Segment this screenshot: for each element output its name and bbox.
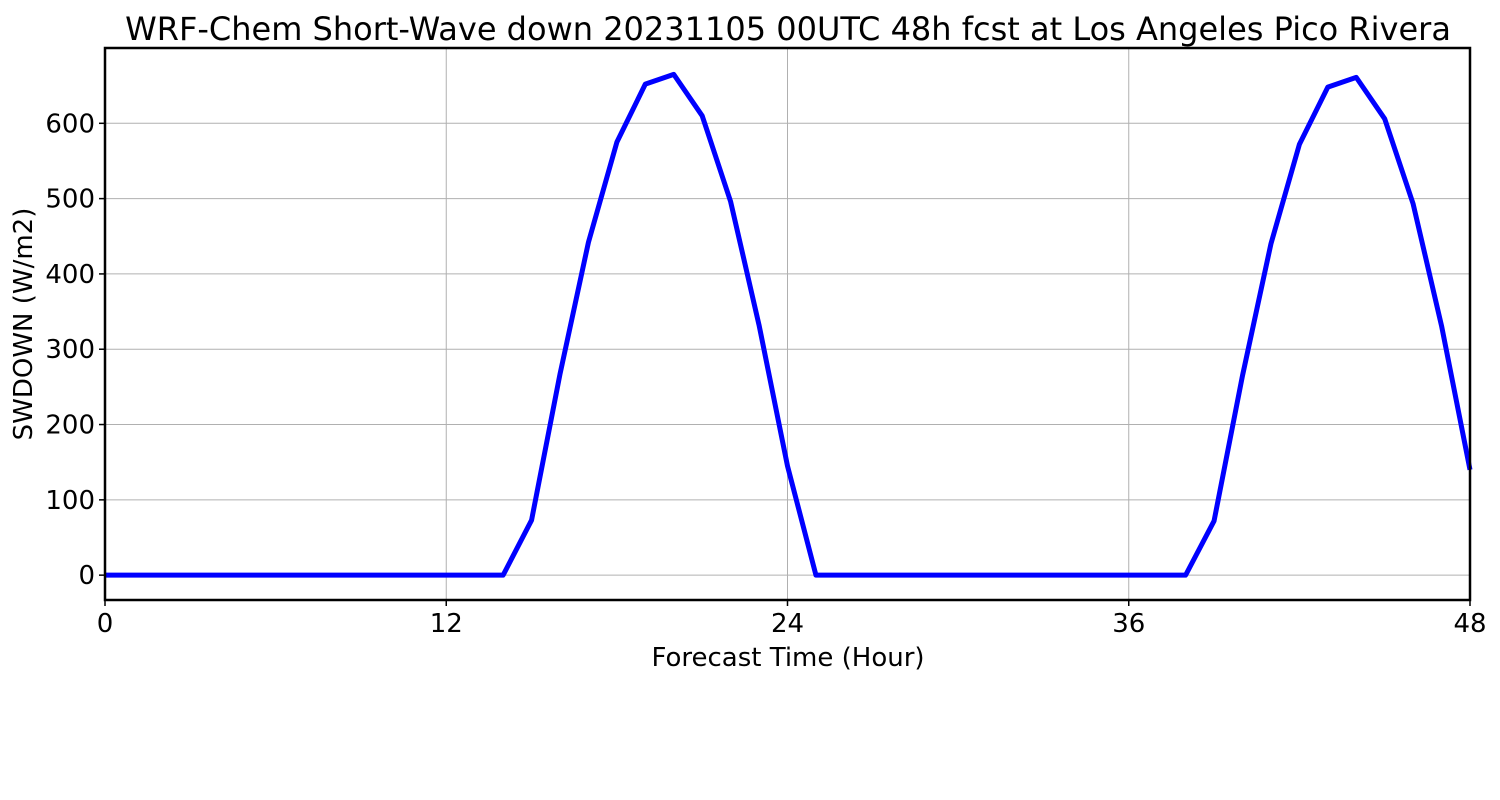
- y-tick-label: 200: [45, 411, 95, 441]
- y-tick-label: 400: [45, 260, 95, 290]
- x-axis-label: Forecast Time (Hour): [651, 643, 924, 673]
- y-tick-label: 300: [45, 335, 95, 365]
- axis-ticks: 0 12 24 36 48 0 100 200 300 400 500 600: [45, 109, 1486, 639]
- y-tick-label: 100: [45, 486, 95, 516]
- y-axis-label: SWDOWN (W/m2): [9, 208, 39, 441]
- x-tick-label: 48: [1453, 609, 1486, 639]
- x-tick-label: 36: [1112, 609, 1145, 639]
- chart-title: WRF-Chem Short-Wave down 20231105 00UTC …: [125, 10, 1451, 48]
- x-tick-label: 12: [430, 609, 463, 639]
- grid-lines: [104, 48, 1471, 600]
- series-group: [105, 71, 1473, 578]
- y-tick-label: 500: [45, 185, 95, 215]
- swdown-series-line: [105, 71, 1473, 578]
- y-tick-label: 600: [45, 109, 95, 139]
- x-tick-label: 0: [97, 609, 114, 639]
- x-tick-label: 24: [771, 609, 804, 639]
- y-tick-label: 0: [78, 561, 95, 591]
